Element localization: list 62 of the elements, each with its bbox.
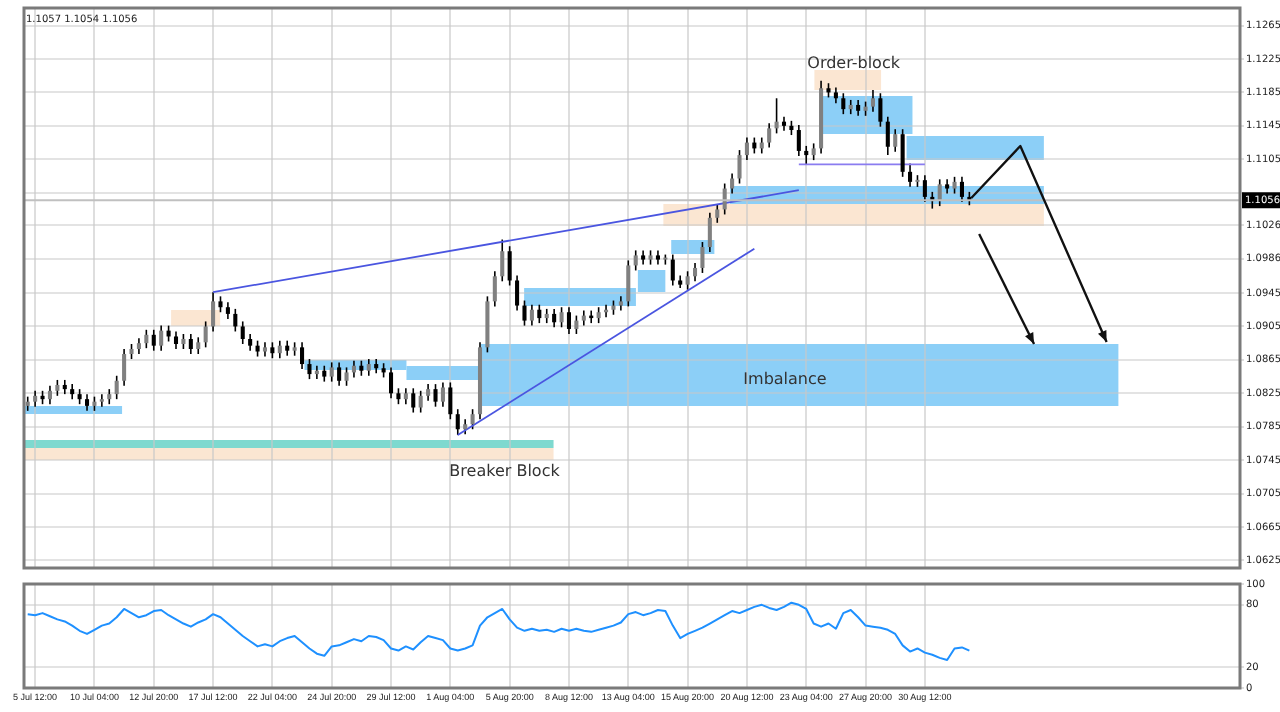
candlestick	[500, 238, 505, 283]
candlestick	[633, 249, 638, 272]
candlestick	[908, 162, 913, 188]
candlestick	[804, 145, 809, 166]
candlestick	[211, 291, 216, 333]
candlestick	[537, 303, 542, 324]
candlestick	[433, 383, 438, 408]
candlestick	[515, 274, 520, 312]
candlestick	[707, 211, 712, 253]
candlestick	[900, 128, 905, 178]
candlestick	[47, 384, 52, 405]
candlestick	[700, 241, 705, 274]
candlestick	[418, 390, 423, 414]
candlestick	[188, 333, 193, 355]
candlestick	[559, 306, 564, 329]
candlestick	[300, 341, 305, 370]
candlestick	[144, 328, 149, 349]
candlestick	[233, 308, 238, 333]
annotation: Imbalance	[743, 370, 827, 388]
candlestick	[692, 262, 698, 283]
candlestick	[715, 203, 720, 224]
candlestick	[878, 92, 883, 128]
candlestick	[159, 324, 164, 352]
candlestick	[885, 115, 890, 156]
candlestick	[344, 366, 349, 387]
candlestick	[151, 328, 156, 352]
candlestick	[529, 303, 534, 327]
candlestick	[552, 308, 557, 329]
annotation: Breaker Block	[449, 462, 561, 480]
candlestick	[744, 136, 749, 161]
candlestick	[522, 299, 527, 327]
candlestick	[114, 374, 119, 400]
candlestick	[329, 361, 334, 383]
candlestick	[730, 172, 735, 195]
candlestick	[737, 149, 742, 185]
candlestick	[307, 358, 312, 380]
candlestick	[959, 176, 964, 203]
candlestick	[440, 381, 445, 408]
candlestick	[922, 174, 927, 203]
candlestick	[388, 366, 394, 400]
candlestick	[767, 122, 772, 149]
candlestick	[566, 306, 572, 335]
candlestick	[455, 408, 460, 436]
candlestick	[470, 408, 475, 431]
candlestick	[626, 259, 631, 308]
candlestick	[203, 320, 208, 349]
annotation: Order-block	[807, 54, 901, 72]
candlestick	[796, 124, 801, 157]
candlestick	[448, 381, 453, 421]
candlestick	[485, 295, 490, 354]
candlestick	[841, 92, 846, 115]
candlestick	[507, 245, 512, 287]
candlestick	[337, 361, 342, 387]
candlestick	[492, 270, 497, 308]
candlestick	[240, 320, 245, 345]
candlestick	[685, 270, 690, 291]
candlestick	[574, 314, 579, 335]
candlestick	[893, 128, 898, 153]
candlestick	[670, 253, 675, 287]
candlestick	[99, 393, 104, 408]
candlestick	[122, 348, 127, 387]
candlestick	[411, 387, 416, 414]
